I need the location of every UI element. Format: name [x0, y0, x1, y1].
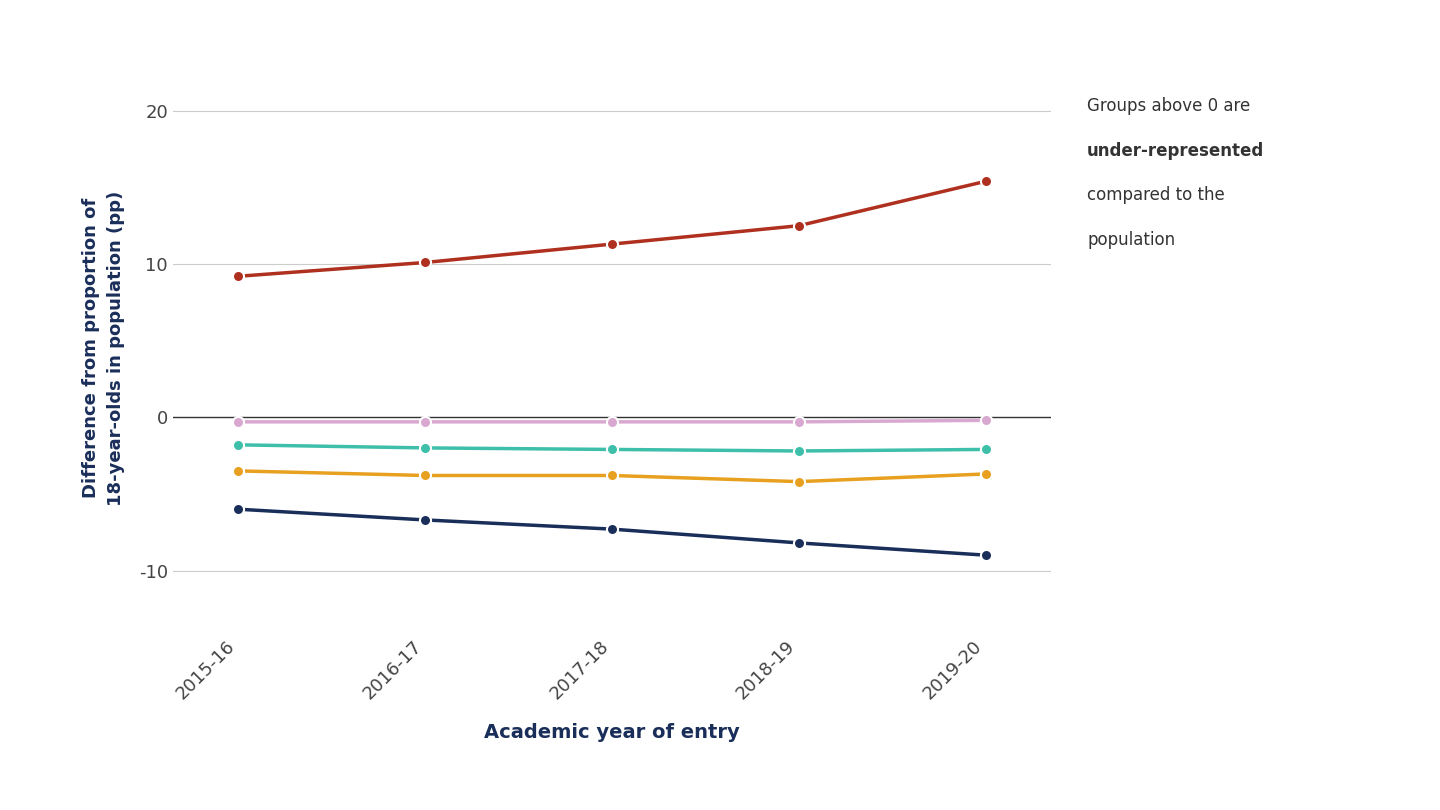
Other: [978, 416, 995, 425]
Asian: [416, 515, 433, 525]
Line: Asian: Asian: [233, 504, 991, 561]
Mixed: [603, 445, 621, 454]
Mixed: [791, 446, 808, 456]
Line: Other: Other: [233, 415, 991, 428]
Text: under-represented: under-represented: [1087, 142, 1264, 160]
Black: [229, 466, 246, 475]
Legend: Asian, Black, Mixed, Other, White: Asian, Black, Mixed, Other, White: [301, 806, 923, 810]
White: [603, 239, 621, 249]
White: [229, 271, 246, 281]
Line: Black: Black: [233, 465, 991, 487]
Black: [978, 469, 995, 479]
Black: [791, 477, 808, 487]
White: [978, 177, 995, 186]
Other: [603, 417, 621, 427]
Mixed: [978, 445, 995, 454]
Other: [791, 417, 808, 427]
Line: White: White: [233, 176, 991, 282]
Y-axis label: Difference from proportion of
18-year-olds in population (pp): Difference from proportion of 18-year-ol…: [82, 190, 125, 506]
Asian: [978, 550, 995, 560]
Mixed: [229, 440, 246, 450]
Other: [416, 417, 433, 427]
Mixed: [416, 443, 433, 453]
White: [791, 221, 808, 231]
X-axis label: Academic year of entry: Academic year of entry: [484, 723, 740, 742]
Asian: [603, 524, 621, 534]
Text: Groups above 0 are: Groups above 0 are: [1087, 97, 1250, 115]
Line: Mixed: Mixed: [233, 439, 991, 457]
Other: [229, 417, 246, 427]
Text: compared to the: compared to the: [1087, 186, 1225, 204]
Black: [416, 471, 433, 480]
White: [416, 258, 433, 267]
Asian: [229, 505, 246, 514]
Black: [603, 471, 621, 480]
Text: population: population: [1087, 231, 1175, 249]
Asian: [791, 538, 808, 548]
